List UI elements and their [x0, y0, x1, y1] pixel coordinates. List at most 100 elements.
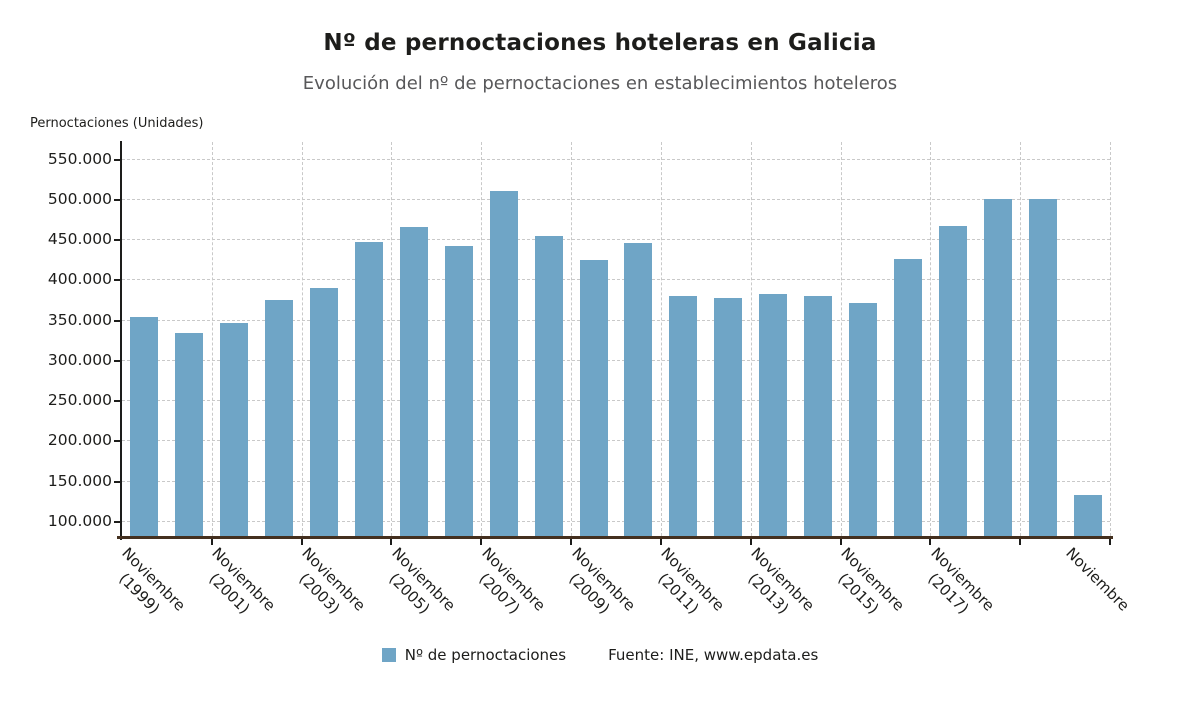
x-axis-line [117, 536, 1113, 539]
x-tick-mark [390, 539, 393, 545]
v-gridline [750, 142, 752, 536]
v-gridline [571, 142, 573, 536]
h-gridline [122, 239, 1110, 241]
h-gridline [122, 199, 1110, 201]
x-tick-label: Noviembre (2009) [553, 544, 638, 629]
y-tick-label: 300.000 [47, 350, 112, 369]
v-gridline [840, 142, 842, 536]
y-tick-label: 350.000 [47, 310, 112, 329]
h-gridline [122, 440, 1110, 442]
y-tick-mark [114, 319, 120, 322]
y-tick-mark [114, 279, 120, 282]
bar [175, 332, 204, 536]
y-tick-mark [114, 440, 120, 443]
bar [1073, 495, 1102, 536]
x-tick-mark [929, 539, 932, 545]
x-tick-mark [570, 539, 573, 545]
legend: Nº de pernoctaciones Fuente: INE, www.ep… [0, 646, 1200, 664]
h-gridline [122, 158, 1110, 160]
x-tick-label: Noviembre (2017) [912, 544, 998, 629]
bar [714, 298, 743, 536]
h-gridline [122, 480, 1110, 482]
x-tick-label: Noviembre (2007) [463, 544, 549, 629]
x-tick-label: Noviembre [1061, 544, 1133, 616]
source-text: Fuente: INE, www.epdata.es [608, 646, 819, 664]
bar [265, 299, 294, 536]
legend-item: Nº de pernoctaciones [381, 646, 567, 664]
bar [893, 259, 922, 536]
bar [804, 295, 833, 536]
y-tick-mark [114, 199, 120, 202]
y-axis-line [120, 141, 122, 540]
y-tick-label: 200.000 [47, 431, 112, 450]
h-gridline [122, 400, 1110, 402]
bar [624, 242, 653, 536]
v-gridline [660, 142, 662, 536]
v-gridline [211, 142, 213, 536]
chart-title: Nº de pernoctaciones hoteleras en Galici… [323, 30, 877, 56]
x-tick-mark [749, 539, 752, 545]
y-tick-mark [114, 359, 120, 362]
y-tick-mark [114, 158, 120, 161]
y-tick-mark [114, 400, 120, 403]
x-tick-label: Noviembre (1999) [104, 544, 189, 629]
v-gridline [391, 142, 393, 536]
x-axis-labels: Noviembre (1999) Noviembre (2001) Noviembre(… [116, 543, 1132, 663]
x-tick-mark [839, 539, 842, 545]
y-tick-label: 550.000 [47, 149, 112, 168]
plot-area [122, 142, 1111, 536]
h-gridline [122, 319, 1110, 321]
y-tick-mark [114, 520, 120, 523]
y-tick-label: 100.000 [47, 511, 112, 530]
y-tick-mark [114, 239, 120, 242]
bar [1028, 199, 1057, 536]
x-tick-mark [300, 539, 303, 545]
bar [938, 226, 967, 536]
x-tick-label: Noviembre (2011) [643, 544, 728, 629]
x-tick-label: Noviembre (2003) [284, 544, 369, 629]
bar [489, 191, 518, 536]
x-tick-mark [659, 539, 662, 545]
x-tick-label: Noviembre (2015) [822, 544, 908, 629]
y-axis-title: Pernoctaciones (Unidades) [30, 116, 204, 131]
y-tick-label: 150.000 [47, 471, 112, 490]
bar [759, 293, 788, 536]
h-gridline [122, 279, 1110, 281]
legend-label: Nº de pernoctaciones [404, 646, 567, 664]
v-gridline [1110, 142, 1111, 536]
bar [310, 287, 339, 536]
bar [355, 241, 383, 536]
y-tick-label: 450.000 [47, 230, 112, 249]
bar [579, 260, 608, 536]
y-tick-label: 400.000 [47, 270, 112, 289]
x-tick-mark [1109, 539, 1111, 545]
x-tick-mark [210, 539, 213, 545]
h-gridline [122, 520, 1110, 522]
y-tick-label: 500.000 [47, 190, 112, 209]
bar [220, 322, 249, 536]
x-tick-label: Noviembre (2013) [733, 544, 818, 629]
x-tick-label: Noviembre (2005) [373, 544, 459, 629]
v-gridline [1020, 142, 1022, 536]
y-tick-label: 250.000 [47, 391, 112, 410]
bar [399, 227, 428, 536]
y-axis-labels: 100.000 150.000 200.000 250.000 300.000 350.0… [18, 142, 112, 536]
chart-subtitle: Evolución del nº de pernoctaciones en es… [302, 73, 898, 94]
x-tick-mark [1019, 539, 1022, 545]
v-gridline [301, 142, 303, 536]
bar [669, 296, 698, 536]
x-tick-label: Noviembre (2001) [194, 544, 279, 629]
legend-swatch-icon [381, 648, 396, 662]
x-tick-mark [480, 539, 483, 545]
bar [534, 236, 563, 536]
y-tick-mark [114, 480, 120, 483]
bar [983, 199, 1012, 536]
bar [444, 245, 473, 536]
v-gridline [930, 142, 932, 536]
bar [130, 316, 159, 536]
bar [849, 302, 877, 536]
h-gridline [122, 359, 1110, 361]
v-gridline [481, 142, 483, 536]
x-tick-label-line1: Noviembre [1061, 544, 1133, 615]
